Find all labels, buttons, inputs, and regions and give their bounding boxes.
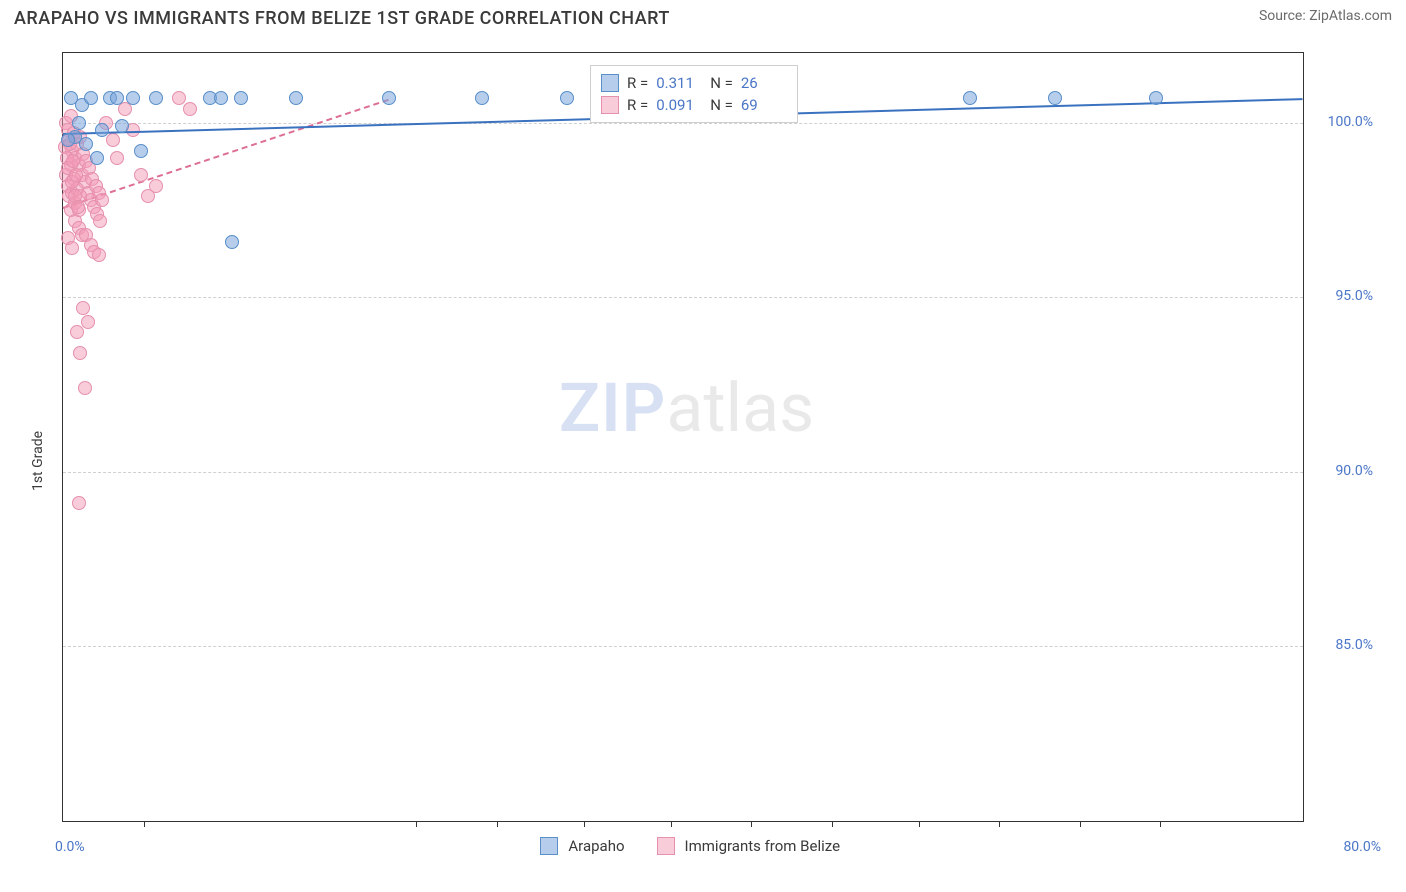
legend-row: R = 0.311 N = 26 xyxy=(601,72,787,94)
legend-swatch xyxy=(601,74,619,92)
data-point xyxy=(183,102,197,116)
x-tick xyxy=(671,821,672,827)
x-axis-min-label: 0.0% xyxy=(55,839,85,855)
data-point xyxy=(84,91,98,105)
x-tick xyxy=(497,821,498,827)
x-tick xyxy=(919,821,920,827)
data-point xyxy=(560,91,574,105)
data-point xyxy=(214,91,228,105)
data-point xyxy=(110,91,124,105)
legend-swatch xyxy=(601,96,619,114)
correlation-legend: R = 0.311 N = 26 R = 0.091 N = 69 xyxy=(590,65,798,123)
data-point xyxy=(234,91,248,105)
data-point xyxy=(76,301,90,315)
x-tick xyxy=(1080,821,1081,827)
data-point xyxy=(382,91,396,105)
legend-r-label: R = xyxy=(627,96,648,114)
x-tick xyxy=(751,821,752,827)
x-axis-max-label: 80.0% xyxy=(1343,839,1381,855)
legend-n-value: 26 xyxy=(741,74,787,92)
legend-r-value: 0.311 xyxy=(656,74,702,92)
chart-source: Source: ZipAtlas.com xyxy=(1259,8,1392,24)
data-point xyxy=(72,496,86,510)
data-point xyxy=(73,346,87,360)
data-point xyxy=(92,248,106,262)
data-point xyxy=(95,123,109,137)
chart-container: 1st Grade 100.0%95.0%90.0%85.0%0.0%80.0%… xyxy=(14,44,1392,878)
chart-title: ARAPAHO VS IMMIGRANTS FROM BELIZE 1ST GR… xyxy=(14,8,670,29)
y-tick-label: 95.0% xyxy=(1335,288,1373,304)
data-point xyxy=(81,315,95,329)
data-point xyxy=(134,168,148,182)
data-point xyxy=(126,91,140,105)
data-point xyxy=(61,133,75,147)
y-tick-label: 100.0% xyxy=(1328,114,1373,130)
legend-swatch xyxy=(657,837,675,855)
data-point xyxy=(71,200,85,214)
data-point xyxy=(78,381,92,395)
data-point xyxy=(963,91,977,105)
data-point xyxy=(475,91,489,105)
gridline xyxy=(63,123,1303,124)
x-tick xyxy=(1160,821,1161,827)
series-legend: Arapaho Immigrants from Belize xyxy=(540,837,862,855)
data-point xyxy=(79,137,93,151)
legend-row: R = 0.091 N = 69 xyxy=(601,94,787,116)
legend-swatch xyxy=(540,837,558,855)
gridline xyxy=(63,297,1303,298)
data-point xyxy=(149,91,163,105)
data-point xyxy=(110,151,124,165)
data-point xyxy=(1149,91,1163,105)
data-point xyxy=(134,144,148,158)
data-point xyxy=(90,151,104,165)
x-tick xyxy=(584,821,585,827)
x-tick xyxy=(144,821,145,827)
data-point xyxy=(289,91,303,105)
data-point xyxy=(70,325,84,339)
gridline xyxy=(63,472,1303,473)
x-tick xyxy=(832,821,833,827)
data-point xyxy=(95,193,109,207)
data-point xyxy=(115,119,129,133)
gridline xyxy=(63,646,1303,647)
data-point xyxy=(1048,91,1062,105)
legend-series-label: Arapaho xyxy=(568,837,624,855)
x-tick xyxy=(416,821,417,827)
legend-r-label: R = xyxy=(627,74,648,92)
legend-n-value: 69 xyxy=(741,96,787,114)
chart-header: ARAPAHO VS IMMIGRANTS FROM BELIZE 1ST GR… xyxy=(0,0,1406,29)
x-tick xyxy=(999,821,1000,827)
y-tick-label: 85.0% xyxy=(1335,637,1373,653)
data-point xyxy=(72,116,86,130)
legend-r-value: 0.091 xyxy=(656,96,702,114)
data-point xyxy=(66,154,80,168)
data-point xyxy=(225,235,239,249)
data-point xyxy=(149,179,163,193)
watermark: ZIPatlas xyxy=(559,368,814,448)
legend-series-label: Immigrants from Belize xyxy=(685,837,841,855)
y-tick-label: 90.0% xyxy=(1335,463,1373,479)
legend-n-label: N = xyxy=(710,96,733,114)
plot-area: 100.0%95.0%90.0%85.0%0.0%80.0%ZIPatlasR … xyxy=(62,52,1304,822)
legend-n-label: N = xyxy=(710,74,733,92)
data-point xyxy=(93,214,107,228)
data-point xyxy=(65,241,79,255)
y-axis-label: 1st Grade xyxy=(30,431,46,491)
data-point xyxy=(106,133,120,147)
data-point xyxy=(69,168,83,182)
